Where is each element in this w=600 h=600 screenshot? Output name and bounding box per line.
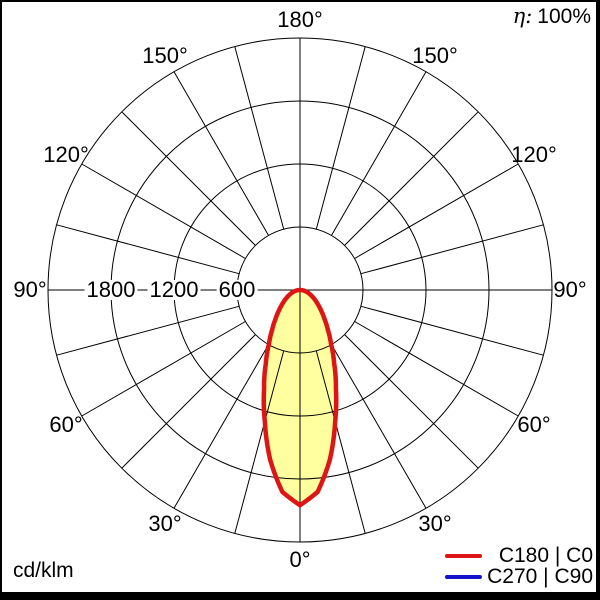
grid-spoke-30: [331, 344, 427, 509]
grid-spoke-120: [354, 163, 519, 259]
polar-grid-spokes: [56, 46, 544, 534]
angle-label-0: 0°: [289, 547, 311, 572]
grid-spoke-45: [344, 334, 479, 469]
ring-label-600: 600: [216, 277, 258, 302]
angle-label-120-right: 120°: [511, 142, 557, 167]
grid-spoke-315: [121, 334, 256, 469]
grid-spoke-75: [360, 305, 544, 356]
grid-spoke-255: [56, 224, 240, 275]
ring-label-1200: 1200: [147, 277, 201, 302]
grid-spoke-60: [354, 321, 519, 417]
grid-spoke-285: [56, 305, 240, 356]
angle-label-150-right: 150°: [412, 43, 458, 68]
legend-line-red: [445, 554, 482, 558]
efficiency-readout: η: 100%: [513, 4, 591, 29]
angle-label-90-left: 90°: [13, 277, 47, 302]
angle-label-150-left: 150°: [142, 43, 188, 68]
grid-spoke-330: [173, 344, 269, 509]
unit-label: cd/klm: [13, 559, 74, 582]
legend-label-c270-c90: C270 | C90: [487, 565, 593, 588]
grid-spoke-195: [234, 46, 285, 230]
legend-item-c270-c90: C270 | C90: [0, 566, 593, 587]
grid-spoke-300: [81, 321, 246, 417]
legend-item-c180-c0: C180 | C0: [0, 545, 593, 566]
grid-spoke-240: [81, 163, 246, 259]
angle-label-30-right: 30°: [418, 511, 452, 536]
grid-spoke-150: [331, 71, 427, 236]
eta-symbol: η:: [512, 4, 533, 28]
ring-label-1800: 1800: [84, 277, 138, 302]
angle-label-120-left: 120°: [43, 142, 89, 167]
angle-label-90-right: 90°: [553, 277, 587, 302]
grid-spoke-210: [173, 71, 269, 236]
eta-value: 100%: [537, 5, 591, 28]
grid-spoke-135: [344, 111, 479, 246]
beam-curve-c180-c0: [261, 287, 339, 508]
angle-label-30-left: 30°: [148, 511, 182, 536]
legend: C180 | C0 C270 | C90: [0, 545, 593, 587]
grid-spoke-15: [315, 350, 366, 534]
legend-label-c180-c0: C180 | C0: [498, 544, 593, 567]
angle-label-60-left: 60°: [49, 412, 83, 437]
grid-spoke-345: [234, 350, 285, 534]
grid-spoke-105: [360, 224, 544, 275]
angle-label-60-right: 60°: [517, 412, 551, 437]
legend-line-blue: [445, 575, 482, 579]
grid-spoke-165: [315, 46, 366, 230]
angle-label-180: 180°: [277, 7, 323, 32]
grid-spoke-225: [121, 111, 256, 246]
